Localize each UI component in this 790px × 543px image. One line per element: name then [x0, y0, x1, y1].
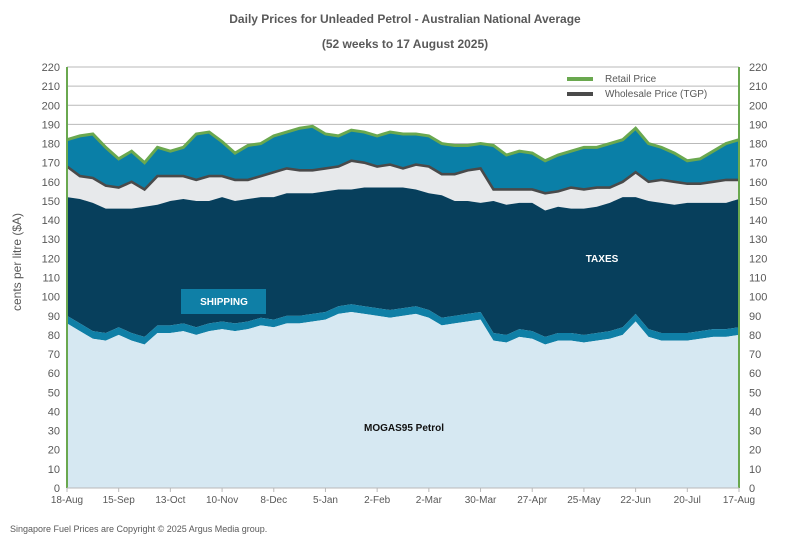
y-tick-label-left: 110	[42, 273, 60, 285]
shipping-label: SHIPPING	[200, 297, 248, 308]
taxes-label: TAXES	[586, 254, 619, 265]
y-tick-label-left: 30	[48, 426, 60, 438]
x-tick-label: 17-Aug	[723, 495, 755, 506]
retail-margin-band	[67, 126, 739, 194]
series-lines	[66, 124, 740, 195]
y-tick-label-right: 0	[749, 483, 755, 495]
y-tick-label-left: 20	[48, 445, 60, 457]
y-axis-left-ticks: 0 10 20 30 40 50 60 70 80 90 100 110 120 130 140 150 160…	[42, 62, 60, 495]
y-tick-label-left: 100	[42, 292, 60, 304]
y-axis-right-ticks: 0 10 20 30 40 50 60 70 80 90 100 110 120 130 140 150 160…	[749, 62, 767, 495]
x-tick-label: 22-Jun	[620, 495, 651, 506]
y-tick-label-right: 140	[749, 215, 767, 227]
y-tick-label-right: 20	[749, 445, 761, 457]
y-tick-label-right: 210	[749, 81, 767, 93]
y-tick-label-right: 50	[749, 387, 761, 399]
x-tick-label: 8-Dec	[260, 495, 287, 506]
x-tick-label: 2-Mar	[416, 495, 443, 506]
x-tick-label: 27-Apr	[517, 495, 548, 506]
legend: Retail Price Wholesale Price (TGP)	[567, 74, 707, 100]
x-tick-label: 25-May	[567, 495, 600, 506]
footer-copyright: Singapore Fuel Prices are Copyright © 20…	[10, 524, 267, 534]
y-tick-label-left: 180	[42, 139, 60, 151]
y-tick-label-right: 130	[749, 234, 767, 246]
x-tick-label: 2-Feb	[364, 495, 391, 506]
y-tick-label-right: 160	[749, 177, 767, 189]
y-tick-label-left: 120	[42, 253, 60, 265]
shipping-label-group: SHIPPING	[181, 289, 266, 314]
y-tick-label-right: 190	[749, 119, 767, 131]
y-tick-label-left: 80	[48, 330, 60, 342]
y-tick-label-left: 50	[48, 387, 60, 399]
y-tick-label-right: 80	[749, 330, 761, 342]
chart-axes	[66, 67, 740, 489]
x-tick-label: 20-Jul	[674, 495, 701, 506]
x-tick-label: 10-Nov	[206, 495, 238, 506]
y-axis-label: cents per litre ($A)	[10, 213, 24, 311]
y-tick-label-right: 70	[749, 349, 761, 361]
chart-title: Daily Prices for Unleaded Petrol - Austr…	[229, 12, 581, 26]
shipping-label-box	[181, 289, 266, 314]
x-tick-label: 13-Oct	[155, 495, 185, 506]
retail-price-line	[66, 124, 740, 165]
wholesale-margin-band	[67, 160, 739, 211]
shipping-area	[67, 304, 739, 345]
y-tick-label-right: 150	[749, 196, 767, 208]
mogas-label: MOGAS95 Petrol	[364, 423, 444, 434]
chart-subtitle: (52 weeks to 17 August 2025)	[322, 37, 488, 51]
wholesale-price-line	[66, 159, 739, 195]
y-tick-label-right: 220	[749, 62, 767, 74]
y-tick-label-left: 70	[48, 349, 60, 361]
legend-wholesale-label: Wholesale Price (TGP)	[605, 89, 707, 100]
y-tick-label-left: 140	[42, 215, 60, 227]
y-tick-label-right: 40	[749, 406, 761, 418]
y-tick-label-right: 10	[749, 464, 761, 476]
y-tick-label-left: 0	[54, 483, 60, 495]
y-tick-label-left: 150	[42, 196, 60, 208]
y-tick-label-left: 190	[42, 119, 60, 131]
y-tick-label-right: 60	[749, 368, 761, 380]
y-tick-label-right: 90	[749, 311, 761, 323]
y-tick-label-left: 210	[42, 81, 60, 93]
y-tick-label-right: 170	[749, 158, 767, 170]
x-axis-ticks: 18-Aug 15-Sep 13-Oct 10-Nov 8-Dec 5-Jan 2-Feb 2…	[51, 488, 755, 506]
y-tick-label-left: 160	[42, 177, 60, 189]
y-tick-label-right: 110	[749, 273, 767, 285]
y-tick-label-right: 30	[749, 426, 761, 438]
x-tick-label: 30-Mar	[465, 495, 497, 506]
x-tick-label: 15-Sep	[103, 495, 136, 506]
y-tick-label-right: 180	[749, 139, 767, 151]
x-tick-label: 5-Jan	[313, 495, 338, 506]
y-tick-label-right: 120	[749, 253, 767, 265]
y-tick-label-left: 10	[48, 464, 60, 476]
y-tick-label-right: 200	[749, 100, 767, 112]
y-tick-label-left: 200	[42, 100, 60, 112]
y-tick-label-left: 40	[48, 406, 60, 418]
y-tick-label-left: 60	[48, 368, 60, 380]
x-tick-label: 18-Aug	[51, 495, 83, 506]
y-tick-label-left: 220	[42, 62, 60, 74]
y-tick-label-left: 130	[42, 234, 60, 246]
y-tick-label-right: 100	[749, 292, 767, 304]
y-tick-label-left: 170	[42, 158, 60, 170]
legend-retail-label: Retail Price	[605, 74, 657, 85]
y-tick-label-left: 90	[48, 311, 60, 323]
mogas-area	[67, 311, 739, 488]
